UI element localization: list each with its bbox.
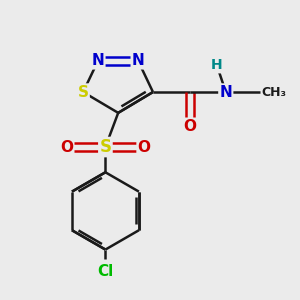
Text: N: N xyxy=(92,53,104,68)
Text: Cl: Cl xyxy=(97,264,113,279)
Text: S: S xyxy=(99,138,111,156)
Text: S: S xyxy=(78,85,88,100)
Text: N: N xyxy=(219,85,232,100)
Text: H: H xyxy=(211,58,223,72)
Text: N: N xyxy=(132,53,145,68)
Text: O: O xyxy=(184,119,196,134)
Text: O: O xyxy=(60,140,73,154)
Text: CH₃: CH₃ xyxy=(262,85,286,98)
Text: O: O xyxy=(138,140,151,154)
